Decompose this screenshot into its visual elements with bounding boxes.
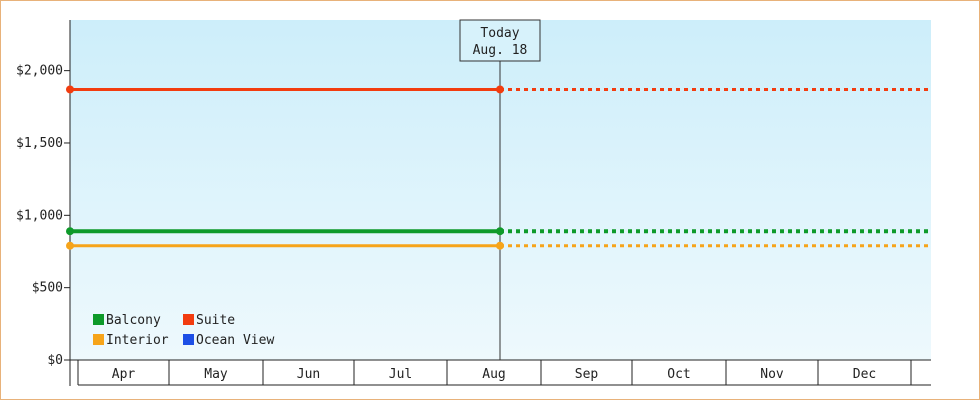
series-point-today (496, 241, 504, 250)
series-point-start (66, 227, 74, 236)
x-tick-label: Apr (112, 367, 136, 382)
y-tick-label: $0 (47, 353, 63, 368)
x-tick-label: May (204, 367, 228, 382)
legend-label[interactable]: Ocean View (196, 333, 274, 348)
legend-swatch[interactable] (93, 334, 104, 345)
legend-swatch[interactable] (93, 314, 104, 325)
legend-label[interactable]: Suite (196, 313, 235, 328)
legend-label[interactable]: Balcony (106, 313, 161, 328)
legend-swatch[interactable] (183, 314, 194, 325)
x-tick-label: Oct (667, 367, 690, 382)
today-callout-title: Today (480, 26, 519, 41)
x-tick-label: Aug (482, 367, 505, 382)
x-tick-label: Jul (389, 367, 412, 382)
x-tick-label: Sep (575, 367, 599, 382)
y-tick-label: $1,500 (16, 136, 63, 151)
y-tick-label: $2,000 (16, 64, 63, 79)
legend-label[interactable]: Interior (106, 333, 169, 348)
today-callout-date: Aug. 18 (473, 43, 528, 58)
x-tick-label: Nov (760, 367, 784, 382)
series-point-today (496, 227, 504, 236)
today-callout (459, 19, 541, 62)
x-tick-label: Dec (853, 367, 876, 382)
series-point-today (496, 85, 504, 94)
x-tick-label: Jun (297, 367, 320, 382)
series-point-start (66, 241, 74, 250)
legend-swatch[interactable] (183, 334, 194, 345)
series-point-start (66, 85, 74, 94)
y-tick-label: $1,000 (16, 208, 63, 223)
y-tick-label: $500 (32, 281, 63, 296)
